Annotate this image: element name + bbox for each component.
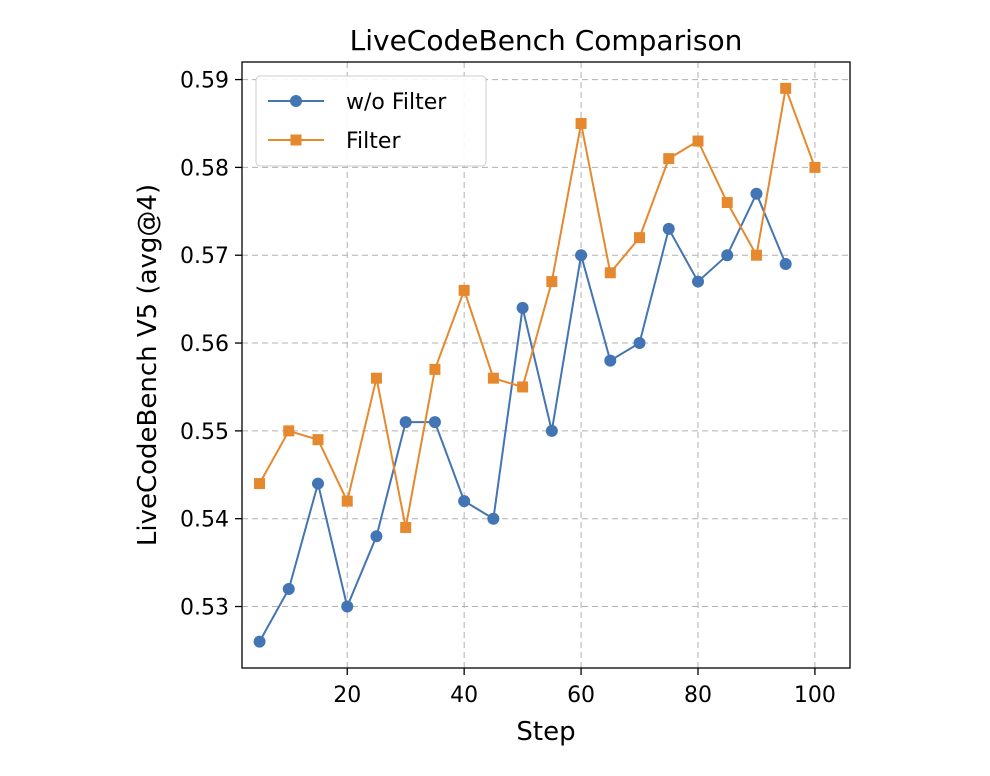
data-point-filter: [663, 153, 675, 165]
legend-label-filter: Filter: [346, 129, 401, 154]
legend-box: [255, 75, 487, 167]
plot-frame: [241, 61, 851, 669]
data-point-w-o-filter: [721, 249, 734, 262]
x-tick-label: 80: [684, 683, 712, 708]
chart-title: LiveCodeBench Comparison: [350, 24, 743, 57]
data-point-w-o-filter: [253, 635, 266, 648]
data-point-filter: [487, 372, 499, 384]
data-point-w-o-filter: [604, 354, 617, 367]
data-point-w-o-filter: [750, 187, 763, 200]
data-point-filter: [254, 478, 266, 490]
data-point-w-o-filter: [282, 582, 295, 595]
series-line-filter: [258, 84, 816, 528]
x-tick-label: 40: [450, 683, 478, 708]
data-point-w-o-filter: [633, 337, 646, 350]
data-point-filter: [312, 434, 324, 446]
data-point-filter: [400, 521, 412, 533]
y-tick-label: 0.58: [180, 156, 229, 181]
data-point-filter: [809, 161, 821, 173]
data-point-filter: [604, 267, 616, 279]
data-point-filter: [429, 363, 441, 375]
x-tick-label: 100: [794, 683, 836, 708]
legend: w/o Filter Filter: [255, 75, 487, 167]
series-w-o-filter: [253, 187, 792, 648]
tick-layer: 20 40 60 80 100 0.53 0.54 0.55 0.56 0.57 0.58 0.59: [180, 69, 836, 708]
data-point-w-o-filter: [692, 275, 704, 288]
data-point-w-o-filter: [428, 416, 441, 429]
data-point-filter: [517, 381, 529, 393]
data-point-filter: [750, 249, 762, 261]
data-point-w-o-filter: [487, 512, 500, 525]
data-point-filter: [370, 372, 382, 384]
data-point-filter: [780, 82, 792, 94]
data-point-w-o-filter: [312, 477, 324, 490]
data-point-w-o-filter: [779, 258, 792, 270]
legend-marker-filter: [290, 134, 302, 146]
data-point-filter: [575, 117, 587, 129]
data-point-w-o-filter: [575, 249, 588, 262]
data-point-filter: [546, 276, 558, 288]
data-point-w-o-filter: [399, 416, 412, 429]
y-tick-label: 0.59: [180, 69, 229, 94]
y-tick-label: 0.53: [180, 596, 229, 621]
series-layer: [253, 82, 821, 648]
data-point-w-o-filter: [458, 495, 471, 508]
data-point-w-o-filter: [516, 301, 529, 314]
data-point-filter: [692, 135, 704, 147]
data-point-filter: [634, 232, 646, 244]
data-point-filter: [721, 197, 733, 209]
data-point-filter: [283, 425, 295, 437]
data-point-w-o-filter: [370, 530, 383, 543]
data-point-filter: [341, 495, 353, 507]
x-tick-label: 20: [333, 683, 361, 708]
data-point-w-o-filter: [545, 424, 558, 437]
data-point-filter: [458, 284, 470, 296]
y-axis-label: LiveCodeBench V5 (avg@4): [133, 184, 163, 546]
legend-marker-w-o-filter: [290, 95, 302, 107]
y-tick-label: 0.54: [180, 508, 229, 533]
x-tick-label: 60: [567, 683, 595, 708]
series-filter: [254, 82, 821, 533]
x-axis-label: Step: [516, 717, 575, 747]
y-tick-label: 0.57: [180, 244, 229, 269]
data-point-w-o-filter: [662, 222, 675, 235]
y-tick-label: 0.55: [180, 420, 229, 445]
legend-label-w-o-filter: w/o Filter: [346, 90, 447, 115]
data-point-w-o-filter: [341, 600, 354, 613]
y-tick-label: 0.56: [180, 332, 229, 357]
